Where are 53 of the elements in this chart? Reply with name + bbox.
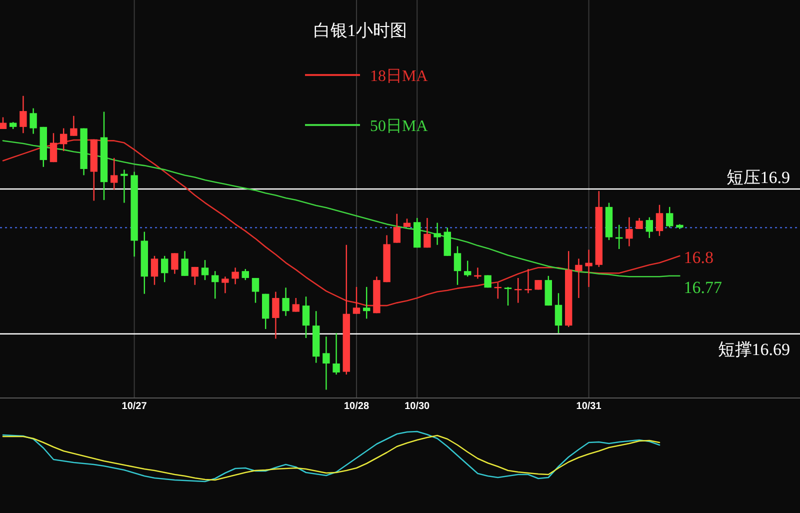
candlestick: [424, 217, 431, 248]
candlestick: [70, 115, 78, 136]
ref-line-label: 短撑16.69: [718, 340, 790, 359]
candlestick: [222, 276, 229, 294]
candlestick: [212, 270, 219, 300]
candlestick: [110, 157, 118, 190]
candlestick: [322, 336, 330, 390]
candlestick: [454, 246, 462, 286]
candlestick: [232, 267, 239, 285]
candlestick: [60, 128, 68, 152]
candlestick: [554, 292, 562, 334]
x-tick-label: 10/28: [344, 401, 370, 412]
annotation: 16.77: [684, 278, 722, 297]
ref-line-label: 短压16.9: [726, 168, 790, 187]
candlestick: [282, 287, 290, 317]
candlestick: [272, 291, 280, 340]
candlestick: [0, 116, 7, 130]
annotation: 16.8: [684, 248, 714, 267]
candlestick: [626, 216, 633, 247]
candlestick: [393, 213, 400, 244]
candlestick: [50, 132, 58, 163]
candlestick: [585, 249, 592, 288]
candlestick: [656, 204, 664, 237]
x-tick-label: 10/27: [122, 401, 148, 412]
x-tick-label: 10/31: [576, 401, 602, 412]
candlestick: [666, 206, 674, 228]
candlestick: [120, 169, 128, 204]
x-tick-label: 10/30: [404, 401, 430, 412]
candlestick: [363, 286, 370, 320]
candlestick: [181, 250, 188, 277]
candlestick: [252, 277, 260, 304]
candlestick: [191, 266, 198, 286]
candlestick: [575, 258, 582, 299]
candlestick: [20, 95, 27, 134]
candlestick: [504, 286, 512, 306]
candlestick: [171, 252, 178, 274]
text: 白银1小时图: [313, 21, 407, 40]
candlestick: [332, 332, 340, 376]
candlestick: [302, 296, 310, 339]
legend-label: 50日MA: [370, 118, 428, 135]
candlestick: [464, 260, 472, 278]
candlestick: [352, 286, 360, 314]
candlestick: [150, 255, 158, 286]
candlestick: [242, 268, 249, 281]
candlestick: [484, 274, 492, 288]
candlestick: [30, 108, 37, 134]
legend-label: 18日MA: [370, 68, 428, 85]
candlestick: [646, 216, 653, 239]
candlestick: [474, 267, 482, 280]
candlestick: [434, 222, 441, 246]
candlestick: [292, 297, 300, 312]
candlestick: [161, 255, 168, 283]
candlestick: [201, 259, 209, 281]
